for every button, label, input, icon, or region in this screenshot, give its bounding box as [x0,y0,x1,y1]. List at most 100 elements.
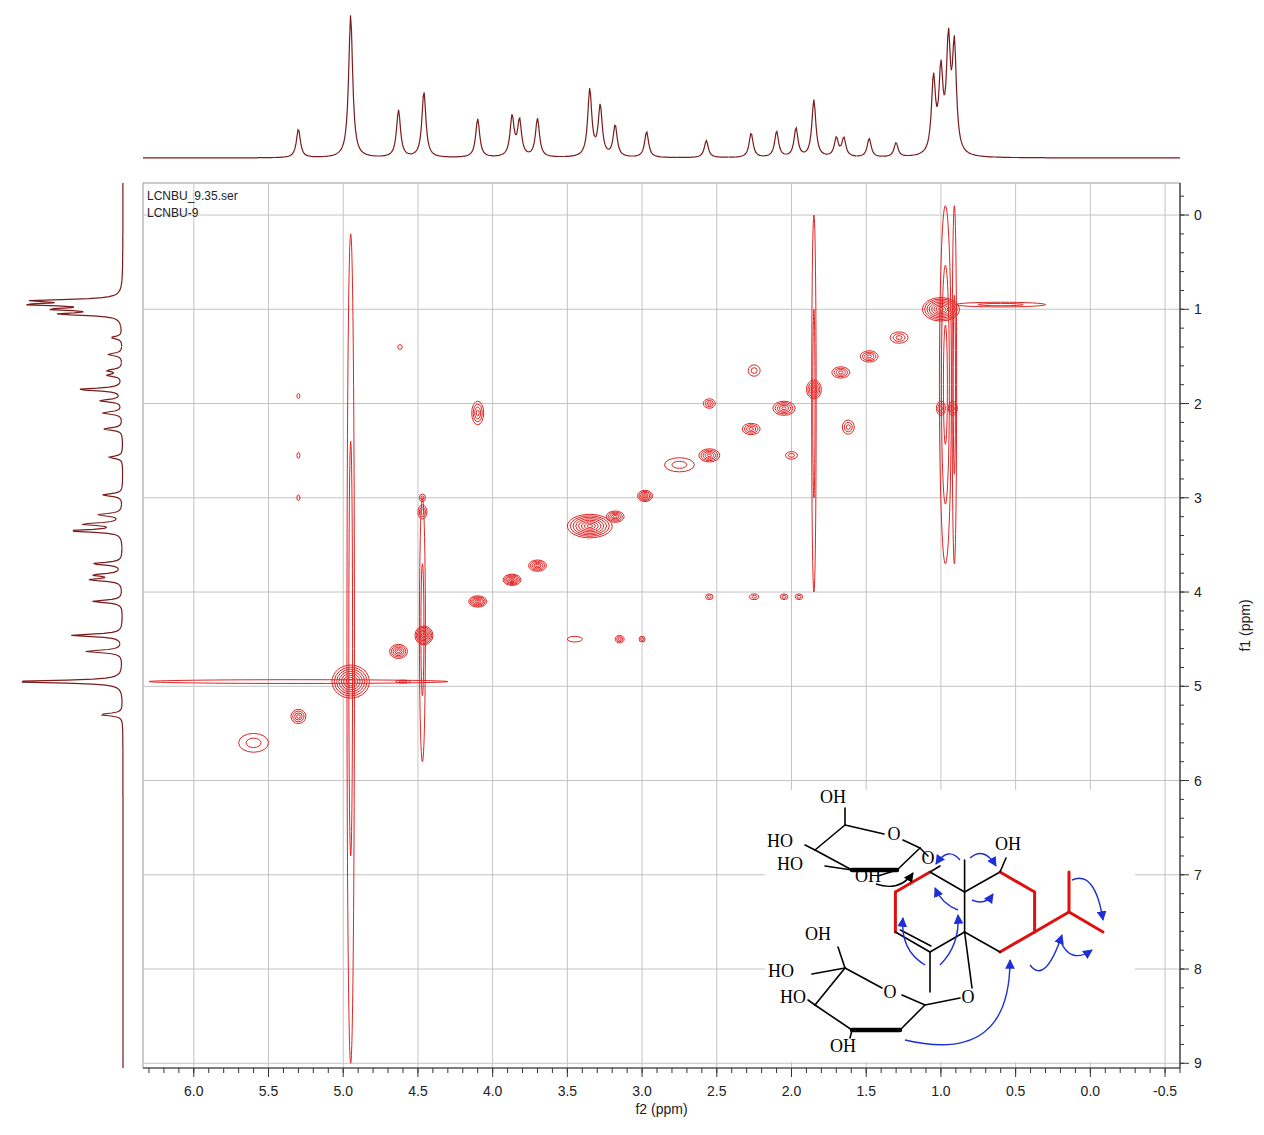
cross-peak [239,733,269,752]
hmbc-arrow [936,854,960,864]
cross-peak [890,332,908,343]
minor-tick [821,1068,822,1073]
hmbc-arrow [935,888,958,910]
contour-level [347,234,354,1063]
bond [1000,858,1006,872]
minor-tick [537,1068,538,1073]
contour-level [782,595,786,598]
annotation: LCNBU-9 [147,206,199,220]
y-tick [1180,780,1189,781]
hmbc-arrow [1030,935,1062,971]
projection-peak [805,100,825,154]
hmbc-arrow [940,915,958,965]
minor-tick [1180,818,1184,819]
x-tick-label: 3.0 [632,1083,652,1099]
minor-tick [1180,516,1184,517]
atom-label: OH [805,924,831,944]
minor-tick [1180,761,1184,762]
contour-level [795,594,802,600]
minor-tick [552,1068,553,1073]
cross-peak [418,505,427,519]
contour-level [751,368,757,374]
bond [903,840,920,848]
y-tick [1180,1063,1189,1064]
projection-peak [786,128,805,154]
contour-level [797,595,801,598]
projection-peak [495,114,516,156]
contour-level [291,709,306,723]
cross-peak [567,514,612,538]
contour-level [638,490,653,501]
contour-level [469,596,487,607]
minor-tick [1180,855,1184,856]
y-tick-label: 8 [1194,961,1202,977]
minor-tick [1180,384,1184,385]
left-projection [23,183,124,1068]
y-axis [1179,183,1180,1068]
minor-tick [1180,912,1184,913]
cross-peak [956,302,1046,307]
minor-tick [402,1068,403,1073]
y-tick-label: 4 [1194,584,1202,600]
minor-tick [223,1068,224,1073]
bond [1069,912,1103,932]
projection-peak [945,28,952,95]
minor-tick [686,1068,687,1073]
contour-level [953,295,955,474]
minor-tick [776,1068,777,1073]
cross-peak [748,365,760,376]
bond [815,968,845,1005]
x-tick [866,1068,867,1077]
contour-level [707,454,711,457]
contour-level [476,601,479,603]
x-tick [193,1068,194,1077]
projection-peak [951,35,1180,157]
contour-level [890,332,908,343]
contour-level [615,635,624,643]
grid-line [143,403,1180,404]
contour-level [573,517,607,535]
contour-level [587,525,593,528]
minor-tick [388,1068,389,1073]
cross-peak [567,636,582,642]
bond [897,848,920,870]
minor-tick [1180,648,1184,649]
atom-label: O [888,824,901,844]
x-tick-label: 3.5 [558,1083,578,1099]
x-tick [791,1068,792,1077]
projection-peak [564,88,595,157]
contour-level [639,491,651,500]
annotation: LCNBU_9.35.ser [147,189,238,203]
grid-line [143,686,1180,687]
contour-level [532,562,543,569]
minor-tick [1180,667,1184,668]
minor-tick [1105,1068,1106,1073]
contour-level [642,494,648,499]
minor-tick [1150,1068,1151,1073]
bond [900,1005,925,1030]
grid-line [143,309,1180,310]
minor-tick [1120,1068,1121,1073]
minor-tick [1180,328,1184,329]
x-tick-label: 4.0 [483,1083,503,1099]
projection-peak [57,312,121,326]
y-tick-label: 2 [1194,396,1202,412]
minor-tick [253,1068,254,1073]
plot-frame [143,183,1180,1068]
contour-level [641,638,644,641]
contour-level [608,512,622,521]
minor-tick [1180,799,1184,800]
cross-peak [638,490,653,501]
projection-peak [451,119,495,157]
contour-level [703,399,715,408]
contour-level [579,520,601,532]
minor-tick [1180,1044,1184,1045]
contour-level [529,560,547,571]
grid-line [492,183,493,1068]
hmbc-arrow [972,894,993,902]
contour-level [567,636,582,642]
contour-level [530,561,544,570]
minor-tick [313,1068,314,1073]
x-tick-label: 6.0 [184,1083,204,1099]
contour-level [297,394,300,399]
